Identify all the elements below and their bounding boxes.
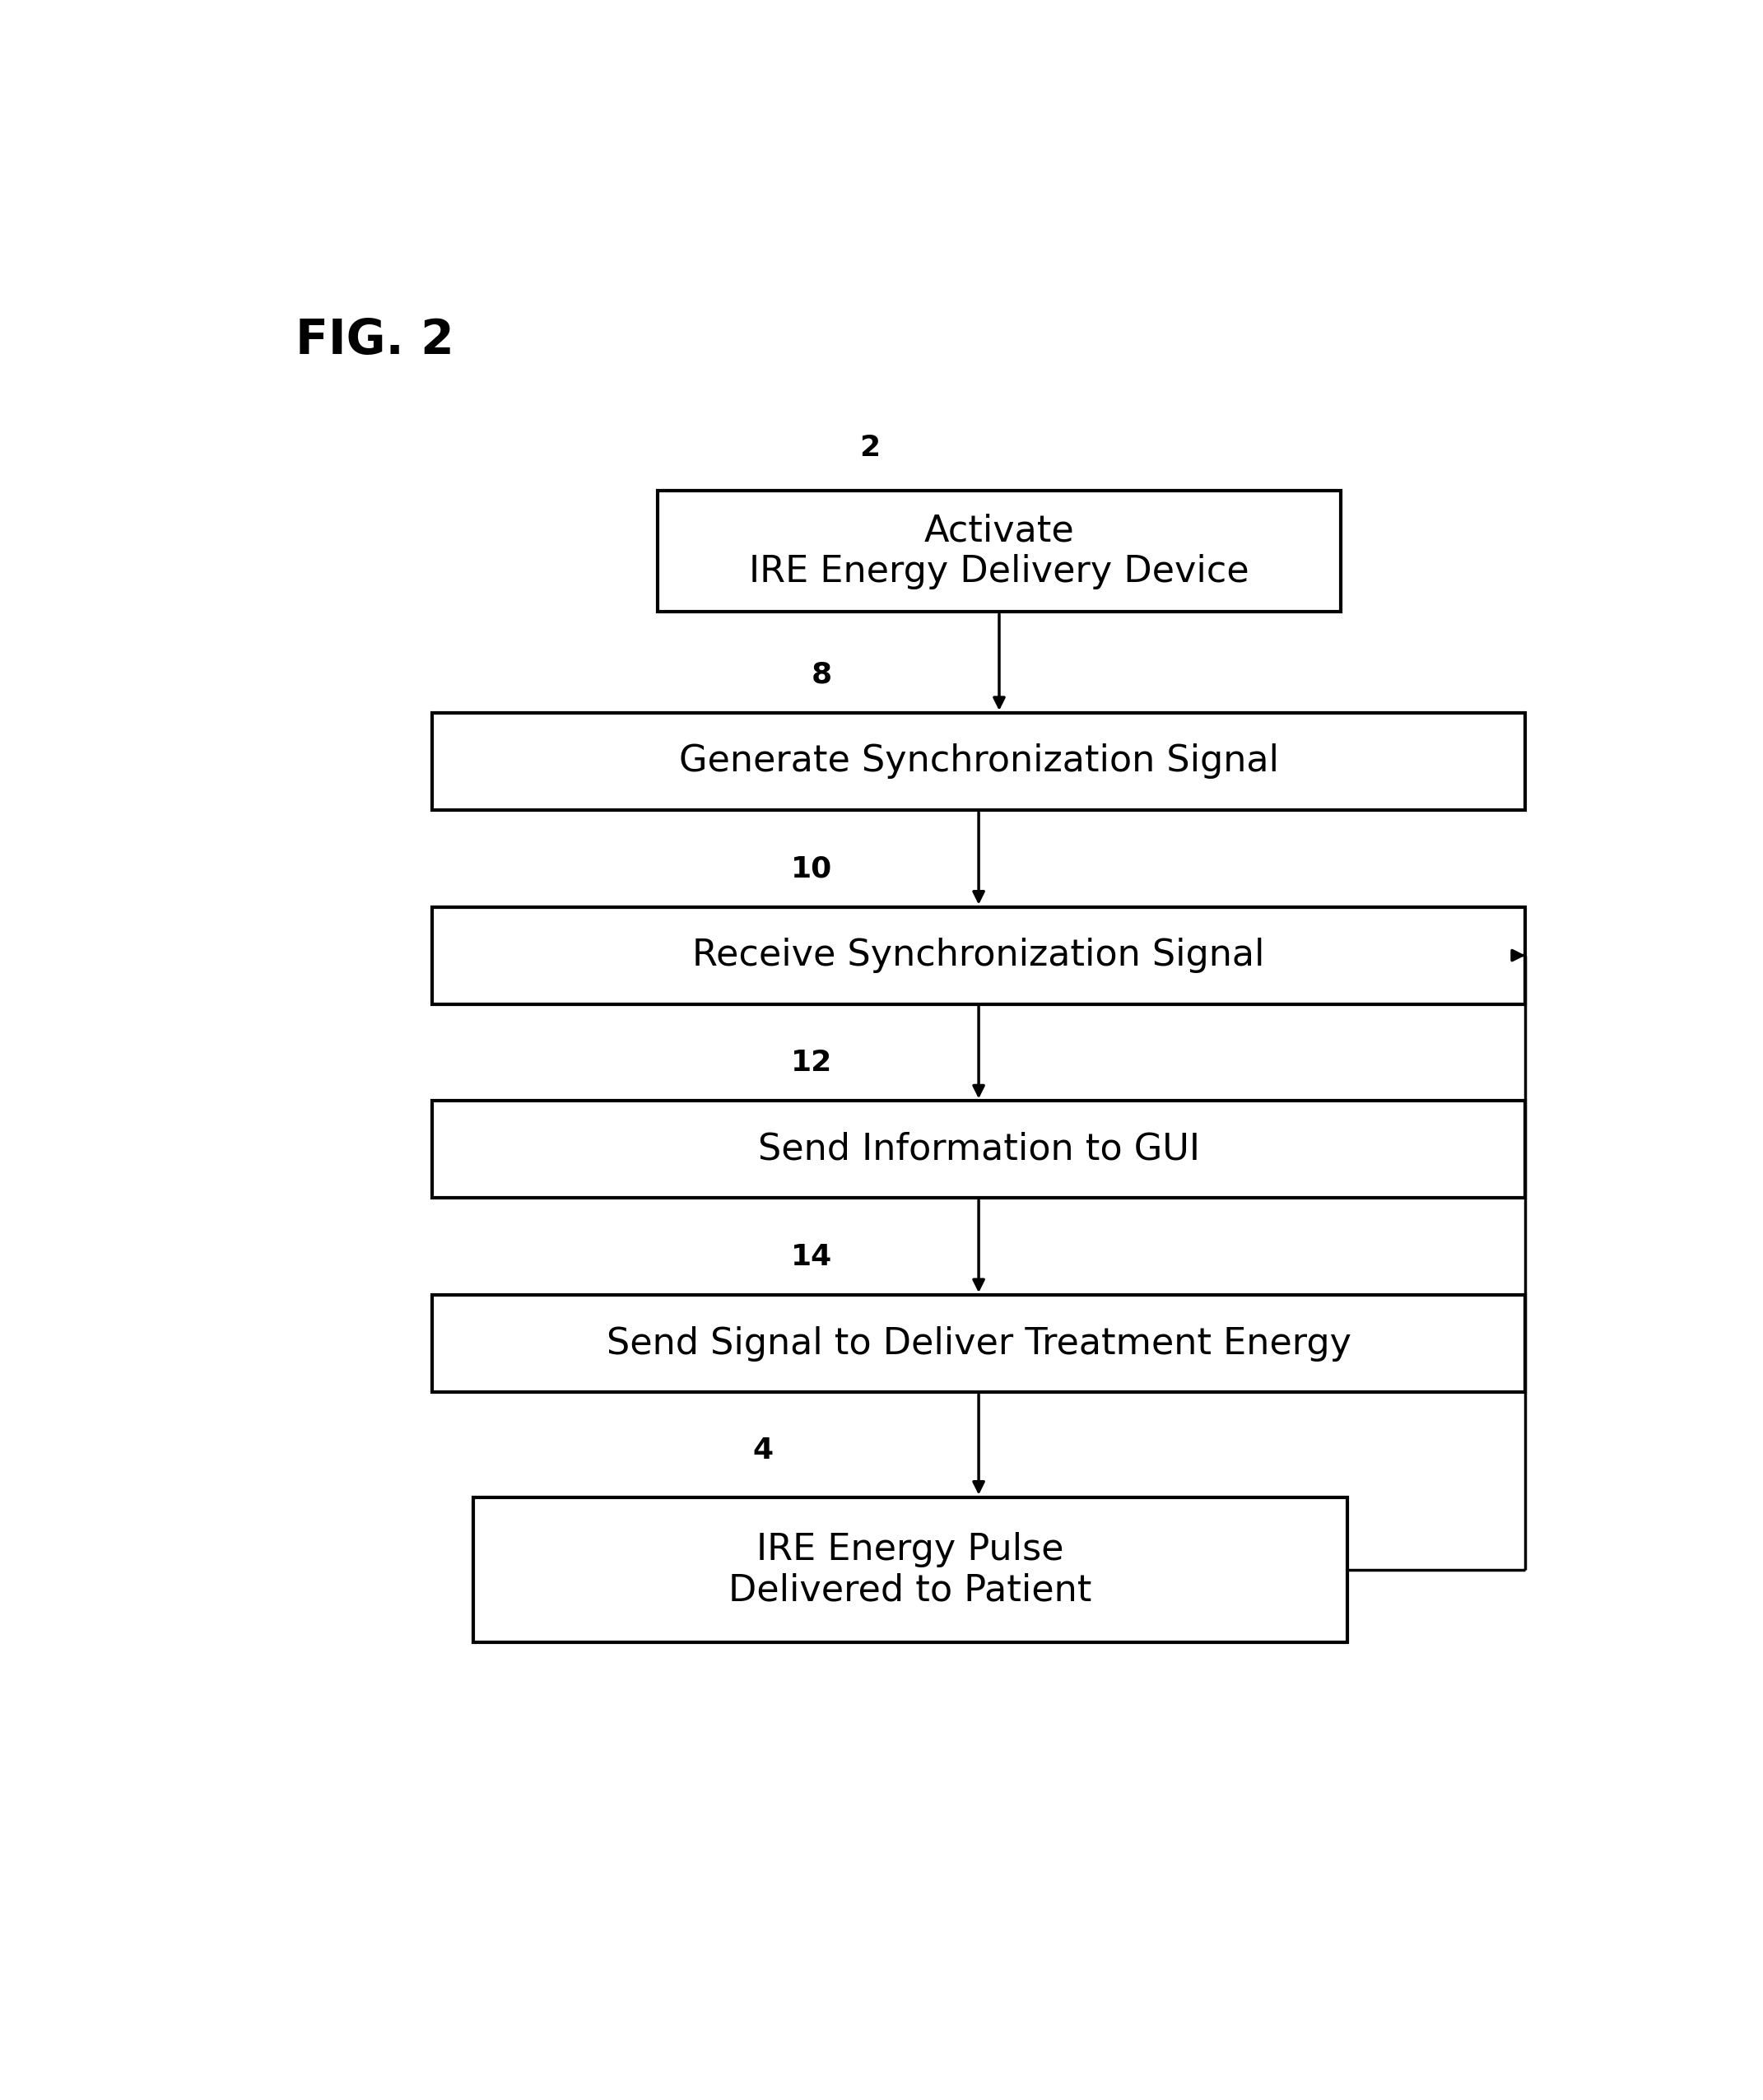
FancyBboxPatch shape	[658, 491, 1342, 611]
FancyBboxPatch shape	[432, 1296, 1525, 1392]
FancyBboxPatch shape	[472, 1497, 1347, 1642]
FancyBboxPatch shape	[432, 907, 1525, 1004]
Text: 8: 8	[811, 662, 832, 689]
Text: Generate Synchronization Signal: Generate Synchronization Signal	[679, 743, 1278, 779]
Text: Send Information to GUI: Send Information to GUI	[758, 1132, 1199, 1168]
Text: Receive Synchronization Signal: Receive Synchronization Signal	[693, 939, 1264, 972]
Text: 4: 4	[753, 1436, 774, 1466]
Text: Send Signal to Deliver Treatment Energy: Send Signal to Deliver Treatment Energy	[606, 1325, 1350, 1361]
Text: IRE Energy Pulse
Delivered to Patient: IRE Energy Pulse Delivered to Patient	[728, 1531, 1091, 1609]
Text: Activate
IRE Energy Delivery Device: Activate IRE Energy Delivery Device	[749, 512, 1250, 590]
Text: 2: 2	[859, 435, 880, 462]
FancyBboxPatch shape	[432, 1100, 1525, 1197]
Text: 10: 10	[792, 855, 832, 882]
Text: 14: 14	[792, 1243, 832, 1270]
Text: 12: 12	[792, 1048, 832, 1077]
FancyBboxPatch shape	[432, 712, 1525, 811]
Text: FIG. 2: FIG. 2	[296, 317, 455, 363]
